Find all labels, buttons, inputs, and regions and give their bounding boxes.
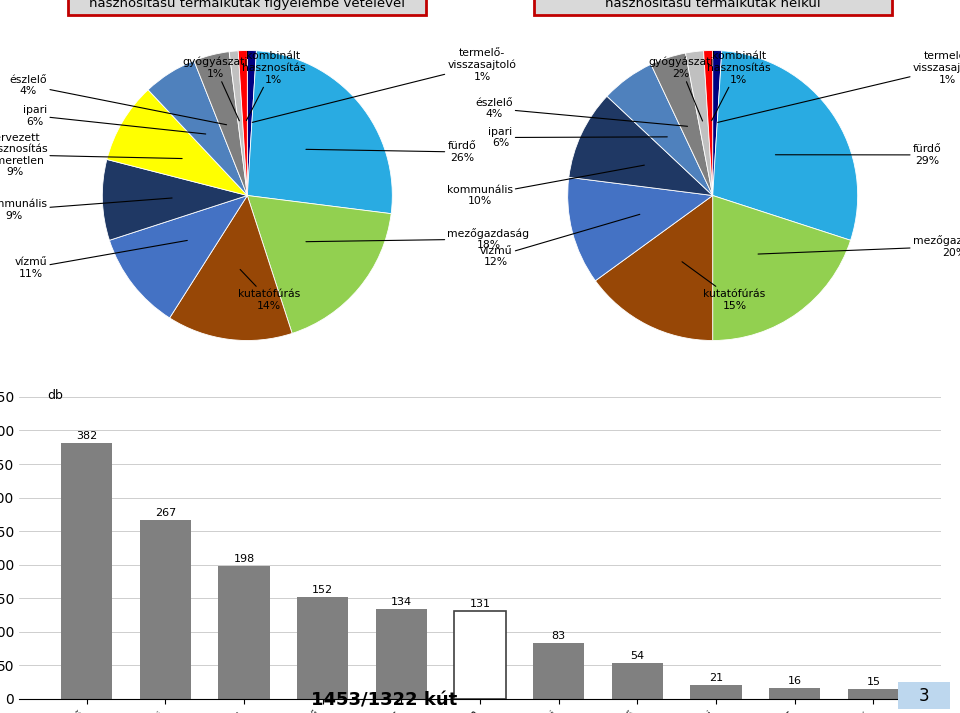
Wedge shape [109,195,248,318]
Wedge shape [238,51,248,195]
Text: 1453/1322 kút: 1453/1322 kút [311,692,457,709]
Text: ipari
6%: ipari 6% [23,105,205,134]
Text: 131: 131 [469,599,491,609]
Wedge shape [148,61,248,195]
Bar [140,520,191,699]
Wedge shape [248,195,391,334]
Wedge shape [248,51,393,214]
Bar [454,611,506,699]
Text: 16: 16 [787,676,802,686]
Wedge shape [607,64,712,195]
Wedge shape [685,51,712,195]
Wedge shape [229,51,248,195]
Text: gyógyászati
2%: gyógyászati 2% [648,57,713,121]
Text: termelő-
visszasajtoló
1%: termelő- visszasajtoló 1% [718,51,960,123]
Text: észlelő
4%: észlelő 4% [10,74,227,125]
Text: mezőgazdaság
18%: mezőgazdaság 18% [306,227,530,250]
Text: vízmű
12%: vízmű 12% [480,215,639,267]
Wedge shape [107,90,248,195]
Bar [61,443,112,699]
Wedge shape [248,51,256,195]
Text: termelő-
visszasajtoló
1%: termelő- visszasajtoló 1% [252,48,516,123]
Bar [848,689,899,699]
Bar [612,662,663,699]
Text: db: db [47,389,63,402]
Wedge shape [595,195,712,341]
Text: fürdő
26%: fürdő 26% [306,141,476,163]
Text: 83: 83 [552,631,565,641]
Text: vízmű
11%: vízmű 11% [14,240,187,279]
Title: Tervezett hasznosítási cél megoszlása az ismeretlen
hasznosítású termálkutak nél: Tervezett hasznosítási cél megoszlása az… [539,0,887,10]
Wedge shape [712,195,851,341]
Text: 198: 198 [233,554,254,564]
Text: 54: 54 [631,650,644,660]
Bar [690,684,741,699]
Text: észlelő
4%: észlelő 4% [475,98,687,126]
Text: 21: 21 [708,672,723,682]
Text: ipari
6%: ipari 6% [489,127,667,148]
Text: kombinált
hasznosítás
1%: kombinált hasznosítás 1% [242,51,305,120]
Text: mezőgazdaság
20%: mezőgazdaság 20% [758,235,960,257]
Text: kutatófúrás
14%: kutatófúrás 14% [238,270,300,311]
Wedge shape [569,96,712,195]
Bar [533,643,585,699]
Wedge shape [651,53,712,195]
Text: 15: 15 [866,677,880,687]
Wedge shape [704,51,712,195]
Text: 267: 267 [155,508,176,518]
Wedge shape [712,51,722,195]
Text: 382: 382 [76,431,97,441]
Bar [375,609,427,699]
Wedge shape [567,178,712,281]
Text: kombinált
hasznosítás
1%: kombinált hasznosítás 1% [707,51,771,120]
Bar [297,597,348,699]
Text: 134: 134 [391,597,412,607]
Wedge shape [103,160,248,240]
Text: 152: 152 [312,585,333,595]
Title: Tervezett hasznosítási cél megoszlása az ismeretlen
hasznosítású termálkutak fig: Tervezett hasznosítási cél megoszlása az… [73,0,421,10]
Text: kommunális
9%: kommunális 9% [0,198,172,221]
Wedge shape [170,195,292,341]
Wedge shape [194,51,248,195]
Text: tervezett
hasznosítás
ismeretlen
9%: tervezett hasznosítás ismeretlen 9% [0,133,182,178]
Text: 3: 3 [919,687,929,705]
Text: gyógyászati
1%: gyógyászati 1% [182,57,248,120]
Bar [219,566,270,699]
Wedge shape [712,51,857,240]
Text: kutatófúrás
15%: kutatófúrás 15% [682,262,765,311]
Text: fürdő
29%: fürdő 29% [776,144,942,165]
Text: kommunális
10%: kommunális 10% [446,165,644,206]
Bar [769,688,820,699]
